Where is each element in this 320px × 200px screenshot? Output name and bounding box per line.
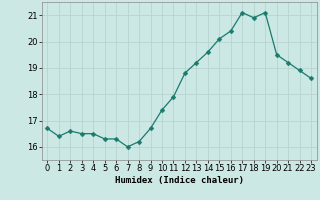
X-axis label: Humidex (Indice chaleur): Humidex (Indice chaleur) (115, 176, 244, 185)
